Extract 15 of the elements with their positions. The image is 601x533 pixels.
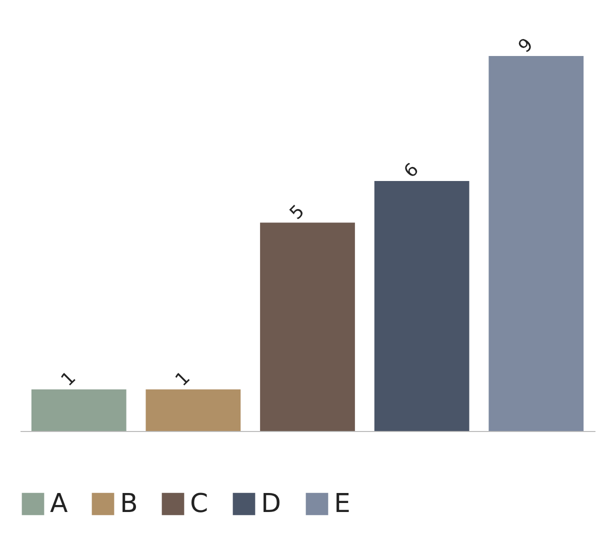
legend-label: B [120,489,138,519]
data-label: 6 [400,159,424,182]
bar [374,181,470,431]
data-label: 1 [171,368,194,391]
legend-label: E [334,489,350,519]
bar [260,222,355,431]
data-label: 9 [514,34,538,58]
bar [488,56,584,431]
data-label: 5 [286,200,309,224]
data-label: 1 [57,368,80,391]
legend-label: A [50,489,68,519]
legend-label: D [261,489,282,519]
bar [31,389,126,431]
bar [146,389,241,431]
legend-label: C [190,489,208,519]
